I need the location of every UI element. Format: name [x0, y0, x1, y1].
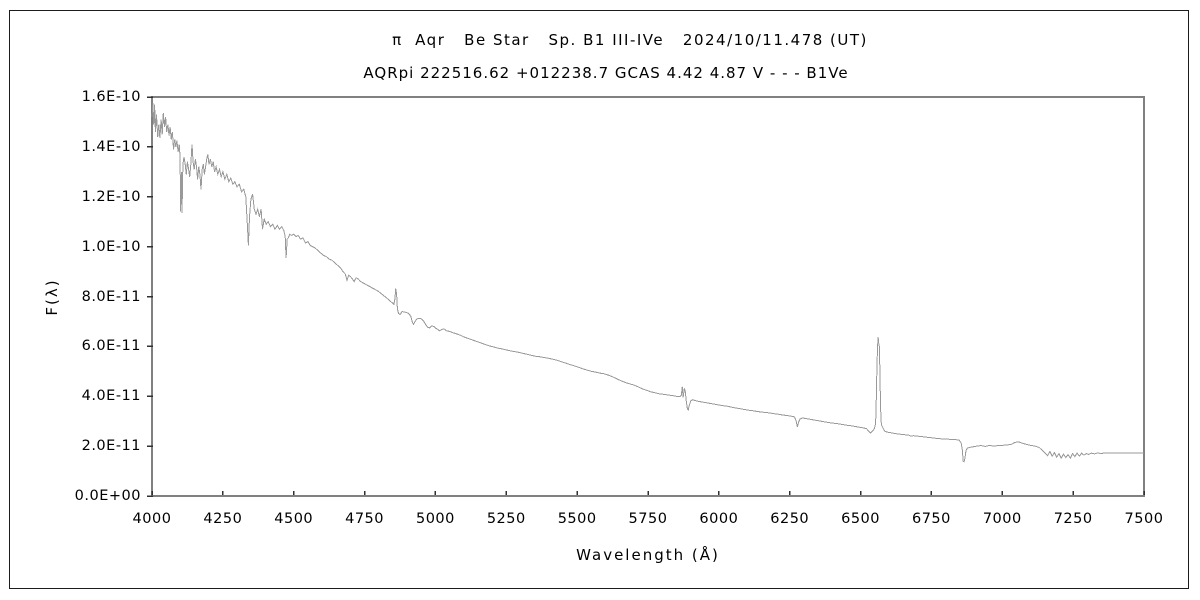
x-tick-label: 6500: [841, 511, 881, 527]
y-tick-label: 0.0E+00: [74, 488, 141, 504]
x-tick-label: 6000: [699, 511, 739, 527]
plot-border: [151, 96, 1145, 497]
y-tick-label: 4.0E-11: [81, 388, 141, 405]
x-tick-label: 7500: [1124, 511, 1164, 527]
y-tick-label: 1.2E-10: [81, 188, 141, 205]
chart-title: π Aqr Be Star Sp. B1 III-IVe 2024/10/11.…: [392, 31, 868, 49]
y-tick-label: 1.4E-10: [81, 138, 141, 155]
y-tick-label: 2.0E-11: [81, 438, 141, 455]
x-tick-label: 5500: [557, 511, 597, 527]
x-tick-label: 6250: [770, 511, 810, 527]
x-axis-title: Wavelength (Å): [576, 546, 720, 564]
x-tick-label: 6750: [911, 511, 951, 527]
x-tick-label: 4000: [132, 511, 172, 527]
x-tick-label: 4500: [274, 511, 314, 527]
x-tick-label: 7250: [1053, 511, 1093, 527]
y-tick-label: 1.0E-10: [81, 238, 141, 255]
chart-subtitle: AQRpi 222516.62 +012238.7 GCAS 4.42 4.87…: [363, 64, 849, 82]
spectrum-line: [151, 103, 1145, 463]
x-tick-label: 5250: [486, 511, 526, 527]
x-tick-label: 4750: [345, 511, 385, 527]
axis-ticks: [147, 96, 1145, 497]
plot-frame: [151, 96, 1145, 497]
figure-border: [9, 10, 1189, 589]
x-tick-label: 4250: [203, 511, 243, 527]
y-tick-label: 6.0E-11: [81, 338, 141, 355]
x-tick-label: 7000: [982, 511, 1022, 527]
y-tick-label: 8.0E-11: [81, 288, 141, 305]
y-tick-label: 1.6E-10: [81, 89, 141, 105]
x-tick-label: 5000: [415, 511, 455, 527]
x-tick-label: 5750: [628, 511, 668, 527]
